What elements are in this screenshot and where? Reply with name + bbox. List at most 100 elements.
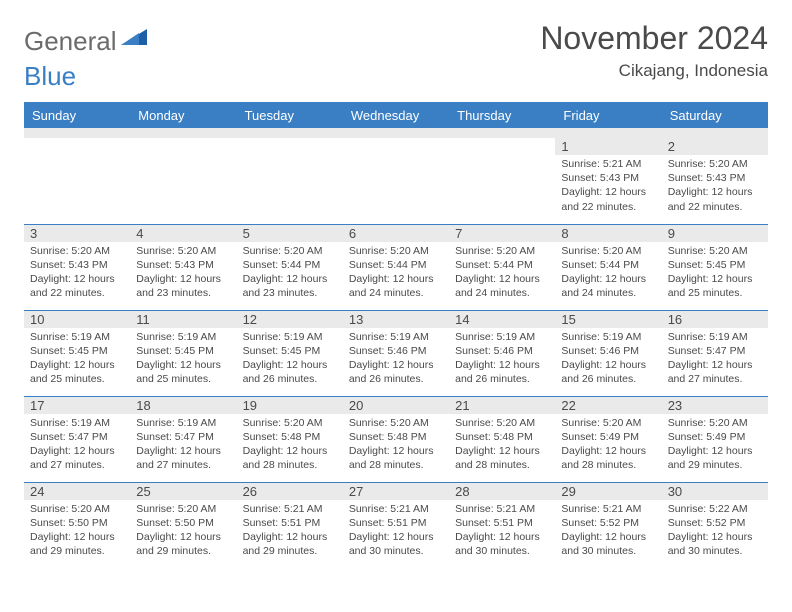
week-row: 1 Sunrise: 5:21 AMSunset: 5:43 PMDaylight… <box>24 138 768 224</box>
day-cell: 22 Sunrise: 5:20 AMSunset: 5:49 PMDayligh… <box>555 396 661 482</box>
day-number-band: 25 <box>130 483 236 500</box>
day-cell: 24 Sunrise: 5:20 AMSunset: 5:50 PMDayligh… <box>24 482 130 564</box>
day-number: 3 <box>26 226 128 241</box>
day-cell: 26Sunrise: 5:21 AMSunset: 5:51 PMDayligh… <box>237 482 343 564</box>
day-details: Sunrise: 5:20 AMSunset: 5:49 PMDaylight:… <box>668 416 762 473</box>
day-details: Sunrise: 5:21 AMSunset: 5:51 PMDaylight:… <box>349 502 443 559</box>
day-cell: 17 Sunrise: 5:19 AMSunset: 5:47 PMDayligh… <box>24 396 130 482</box>
day-details: Sunrise: 5:21 AMSunset: 5:43 PMDaylight:… <box>561 157 655 214</box>
day-number-band: 8 <box>555 225 661 242</box>
day-details: Sunrise: 5:19 AMSunset: 5:45 PMDaylight:… <box>30 330 124 387</box>
day-header-row: Sunday Monday Tuesday Wednesday Thursday… <box>24 102 768 128</box>
day-number: 5 <box>239 226 341 241</box>
day-number-band: 3 <box>24 225 130 242</box>
calendar-table: Sunday Monday Tuesday Wednesday Thursday… <box>24 102 768 564</box>
day-details: Sunrise: 5:20 AMSunset: 5:49 PMDaylight:… <box>561 416 655 473</box>
day-details: Sunrise: 5:19 AMSunset: 5:45 PMDaylight:… <box>243 330 337 387</box>
day-number: 20 <box>345 398 447 413</box>
day-cell: 27 Sunrise: 5:21 AMSunset: 5:51 PMDayligh… <box>343 482 449 564</box>
day-cell: 11Sunrise: 5:19 AMSunset: 5:45 PMDayligh… <box>130 310 236 396</box>
day-number: 1 <box>557 139 659 154</box>
logo-word-2: Blue <box>24 61 76 92</box>
day-details: Sunrise: 5:20 AMSunset: 5:50 PMDaylight:… <box>136 502 230 559</box>
day-number: 22 <box>557 398 659 413</box>
day-number-band: 4 <box>130 225 236 242</box>
calendar-page: General November 2024 Cikajang, Indonesi… <box>0 0 792 612</box>
day-number: 2 <box>664 139 766 154</box>
day-cell: 6 Sunrise: 5:20 AMSunset: 5:44 PMDaylight… <box>343 224 449 310</box>
day-details: Sunrise: 5:20 AMSunset: 5:50 PMDaylight:… <box>30 502 124 559</box>
day-cell <box>449 138 555 224</box>
day-number: 17 <box>26 398 128 413</box>
col-sunday: Sunday <box>24 102 130 128</box>
day-cell <box>130 138 236 224</box>
day-number-band: 9 <box>662 225 768 242</box>
day-number-band: 14 <box>449 311 555 328</box>
day-number: 19 <box>239 398 341 413</box>
logo-word-1: General <box>24 26 117 57</box>
day-details: Sunrise: 5:21 AMSunset: 5:51 PMDaylight:… <box>243 502 337 559</box>
week-row: 3 Sunrise: 5:20 AMSunset: 5:43 PMDaylight… <box>24 224 768 310</box>
day-cell: 4 Sunrise: 5:20 AMSunset: 5:43 PMDaylight… <box>130 224 236 310</box>
day-details: Sunrise: 5:20 AMSunset: 5:48 PMDaylight:… <box>349 416 443 473</box>
day-number: 7 <box>451 226 553 241</box>
day-cell: 21 Sunrise: 5:20 AMSunset: 5:48 PMDayligh… <box>449 396 555 482</box>
day-number-band: 7 <box>449 225 555 242</box>
day-details: Sunrise: 5:19 AMSunset: 5:47 PMDaylight:… <box>30 416 124 473</box>
day-details: Sunrise: 5:20 AMSunset: 5:43 PMDaylight:… <box>136 244 230 301</box>
day-number-band: 10 <box>24 311 130 328</box>
logo: General <box>24 26 149 57</box>
day-number: 27 <box>345 484 447 499</box>
week-row: 24 Sunrise: 5:20 AMSunset: 5:50 PMDayligh… <box>24 482 768 564</box>
day-number-band: 28 <box>449 483 555 500</box>
day-number-band: 15 <box>555 311 661 328</box>
day-number: 4 <box>132 226 234 241</box>
title-block: November 2024 Cikajang, Indonesia <box>540 20 768 81</box>
day-details: Sunrise: 5:19 AMSunset: 5:47 PMDaylight:… <box>136 416 230 473</box>
col-tuesday: Tuesday <box>237 102 343 128</box>
day-cell: 7 Sunrise: 5:20 AMSunset: 5:44 PMDaylight… <box>449 224 555 310</box>
day-details: Sunrise: 5:20 AMSunset: 5:48 PMDaylight:… <box>455 416 549 473</box>
day-details: Sunrise: 5:21 AMSunset: 5:52 PMDaylight:… <box>561 502 655 559</box>
day-number-band: 13 <box>343 311 449 328</box>
day-cell <box>343 138 449 224</box>
day-cell <box>237 138 343 224</box>
day-details: Sunrise: 5:20 AMSunset: 5:44 PMDaylight:… <box>349 244 443 301</box>
logo-triangle-icon <box>121 27 147 52</box>
day-number: 25 <box>132 484 234 499</box>
day-cell: 2 Sunrise: 5:20 AMSunset: 5:43 PMDaylight… <box>662 138 768 224</box>
day-number: 18 <box>132 398 234 413</box>
col-monday: Monday <box>130 102 236 128</box>
day-details: Sunrise: 5:20 AMSunset: 5:44 PMDaylight:… <box>455 244 549 301</box>
day-cell: 20 Sunrise: 5:20 AMSunset: 5:48 PMDayligh… <box>343 396 449 482</box>
day-cell: 8Sunrise: 5:20 AMSunset: 5:44 PMDaylight… <box>555 224 661 310</box>
month-title: November 2024 <box>540 20 768 57</box>
col-friday: Friday <box>555 102 661 128</box>
day-cell: 1 Sunrise: 5:21 AMSunset: 5:43 PMDaylight… <box>555 138 661 224</box>
day-number-band: 16 <box>662 311 768 328</box>
day-number-band: 23 <box>662 397 768 414</box>
day-cell: 23 Sunrise: 5:20 AMSunset: 5:49 PMDayligh… <box>662 396 768 482</box>
day-number-band: 12 <box>237 311 343 328</box>
day-number: 21 <box>451 398 553 413</box>
day-details: Sunrise: 5:20 AMSunset: 5:43 PMDaylight:… <box>668 157 762 214</box>
day-number-band: 29 <box>555 483 661 500</box>
day-details: Sunrise: 5:20 AMSunset: 5:45 PMDaylight:… <box>668 244 762 301</box>
day-number-band: 19 <box>237 397 343 414</box>
day-details: Sunrise: 5:21 AMSunset: 5:51 PMDaylight:… <box>455 502 549 559</box>
day-number: 12 <box>239 312 341 327</box>
day-number-band: 6 <box>343 225 449 242</box>
day-cell <box>24 138 130 224</box>
day-number: 28 <box>451 484 553 499</box>
col-saturday: Saturday <box>662 102 768 128</box>
day-details: Sunrise: 5:19 AMSunset: 5:46 PMDaylight:… <box>349 330 443 387</box>
day-number: 10 <box>26 312 128 327</box>
day-number-band: 22 <box>555 397 661 414</box>
day-details: Sunrise: 5:20 AMSunset: 5:43 PMDaylight:… <box>30 244 124 301</box>
day-number: 24 <box>26 484 128 499</box>
day-cell: 5Sunrise: 5:20 AMSunset: 5:44 PMDaylight… <box>237 224 343 310</box>
day-details: Sunrise: 5:20 AMSunset: 5:48 PMDaylight:… <box>243 416 337 473</box>
day-number: 9 <box>664 226 766 241</box>
day-details: Sunrise: 5:19 AMSunset: 5:45 PMDaylight:… <box>136 330 230 387</box>
day-number: 6 <box>345 226 447 241</box>
